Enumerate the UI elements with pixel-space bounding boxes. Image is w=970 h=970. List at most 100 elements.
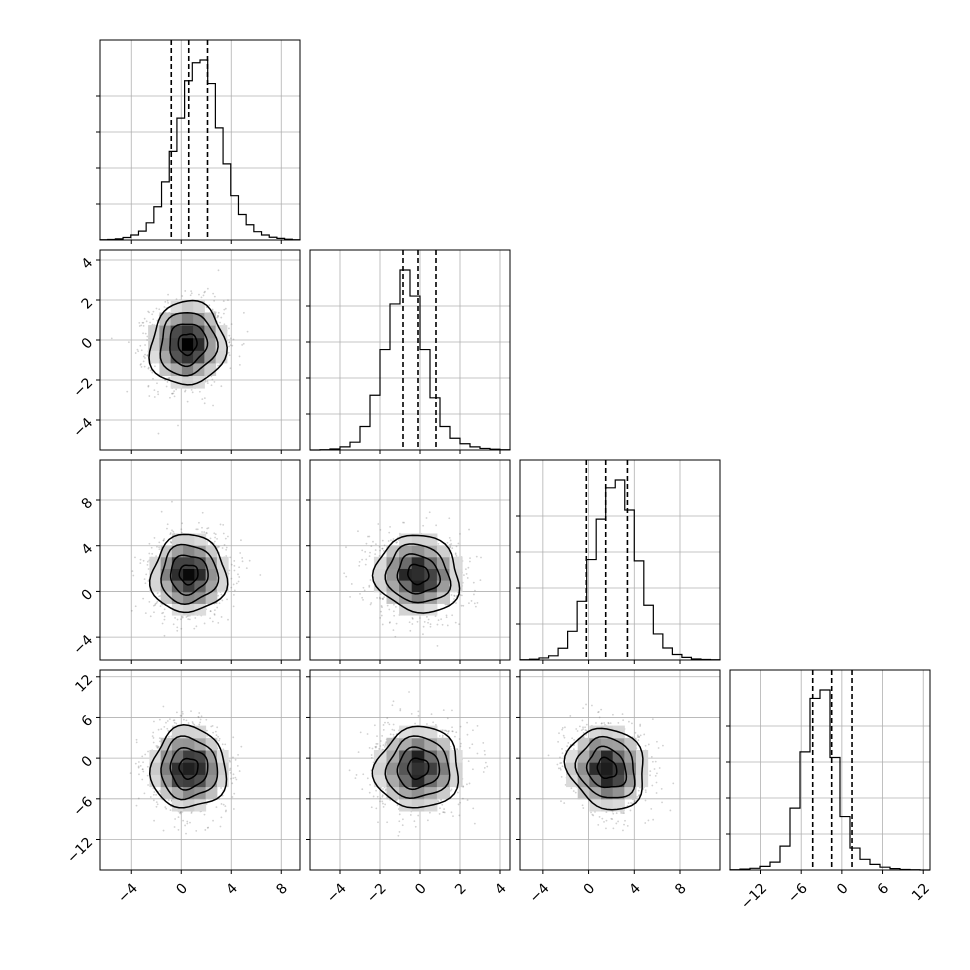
scatter-contour-panel: −4 0 4 8 −12 −6 0 6 12: [64, 669, 301, 906]
scatter-point: [239, 552, 242, 554]
scatter-point: [147, 784, 149, 786]
scatter-point: [638, 735, 641, 738]
scatter-point: [560, 800, 562, 803]
density-cell: [160, 580, 173, 593]
scatter-point: [470, 600, 473, 602]
scatter-point: [158, 789, 161, 792]
scatter-point: [163, 608, 166, 611]
tick-label-y: 12: [72, 672, 96, 696]
scatter-point: [384, 721, 386, 724]
scatter-point: [232, 338, 235, 341]
scatter-point: [615, 822, 618, 825]
scatter-point: [585, 723, 588, 726]
scatter-point: [650, 756, 653, 758]
scatter-point: [612, 812, 615, 815]
scatter-point: [203, 813, 206, 816]
density-cell: [171, 580, 184, 593]
density-cell: [170, 299, 183, 313]
scatter-point: [163, 618, 166, 621]
scatter-point: [214, 730, 217, 733]
scatter-point: [654, 774, 657, 777]
scatter-point: [152, 741, 155, 744]
scatter-point: [364, 563, 367, 566]
scatter-point: [205, 531, 208, 534]
scatter-point: [456, 747, 458, 750]
scatter-point: [600, 722, 603, 725]
scatter-point: [217, 735, 220, 738]
scatter-point: [154, 603, 157, 605]
scatter-point: [570, 787, 573, 790]
scatter-point: [191, 391, 194, 394]
scatter-point: [209, 610, 212, 613]
scatter-point: [655, 781, 658, 784]
scatter-point: [210, 725, 213, 728]
scatter-point: [206, 527, 209, 530]
contour-line: [407, 563, 430, 586]
scatter-point: [468, 747, 471, 749]
scatter-point: [359, 731, 362, 734]
scatter-point: [110, 337, 113, 340]
panels-layer: −12 −6 0 6 12 −4 −2 0 2 4 −4 0 4 8 −4 0 4 8 −12 −6 0 6 12 −4 −2 0…: [64, 39, 933, 913]
tick-label-y: −6: [70, 794, 96, 820]
scatter-point: [644, 791, 647, 794]
scatter-point: [168, 376, 171, 379]
scatter-point: [166, 727, 169, 730]
scatter-point: [396, 799, 398, 801]
scatter-point: [222, 300, 225, 303]
scatter-point: [357, 530, 359, 533]
scatter-point: [603, 820, 605, 823]
scatter-point: [168, 377, 171, 380]
scatter-point: [146, 560, 149, 563]
scatter-point: [220, 593, 223, 596]
scatter-point: [172, 719, 175, 722]
scatter-point: [445, 603, 448, 606]
scatter-point: [202, 294, 205, 297]
panel-frame: [519, 459, 721, 661]
density-cell: [424, 556, 438, 569]
scatter-point: [560, 762, 563, 764]
scatter-point: [445, 616, 448, 619]
scatter-point: [402, 521, 404, 524]
scatter-point: [476, 725, 479, 727]
scatter-point: [425, 615, 428, 618]
scatter-point: [155, 307, 158, 310]
scatter-point: [156, 745, 159, 748]
scatter-contour-panel: −4 −2 0 2 4: [306, 669, 511, 906]
histogram-step: [729, 689, 930, 871]
scatter-point: [615, 812, 618, 815]
density-cell: [171, 750, 184, 763]
scatter-point: [474, 605, 477, 608]
scatter-point: [142, 360, 145, 363]
scatter-point: [186, 820, 189, 823]
density-cell: [205, 580, 218, 593]
density-cell: [589, 750, 602, 763]
scatter-point: [382, 788, 384, 790]
scatter-point: [156, 545, 158, 548]
scatter-point: [172, 530, 175, 533]
density-cell: [194, 556, 207, 569]
scatter-point: [394, 635, 397, 638]
scatter-point: [380, 786, 382, 789]
density-cell: [424, 580, 438, 593]
scatter-point: [375, 789, 377, 792]
scatter-point: [198, 521, 200, 524]
scatter-point: [582, 726, 584, 729]
density-cell: [181, 299, 194, 313]
scatter-contour-panel: [306, 459, 511, 664]
scatter-point: [182, 819, 185, 822]
density-cell: [170, 325, 183, 339]
scatter-point: [607, 721, 610, 724]
scatter-point: [204, 829, 207, 831]
tick-label-y: −4: [70, 415, 96, 441]
density-cell: [193, 337, 205, 351]
scatter-point: [206, 827, 209, 829]
density-cell: [160, 774, 173, 788]
scatter-contour-panel: −4 0 4 8: [516, 669, 721, 906]
density-cell: [204, 362, 217, 376]
scatter-point: [370, 754, 373, 756]
density-cell: [194, 545, 207, 558]
scatter-point: [455, 555, 458, 557]
scatter-point: [233, 560, 236, 562]
density-cell: [373, 568, 387, 581]
scatter-point: [155, 801, 158, 804]
